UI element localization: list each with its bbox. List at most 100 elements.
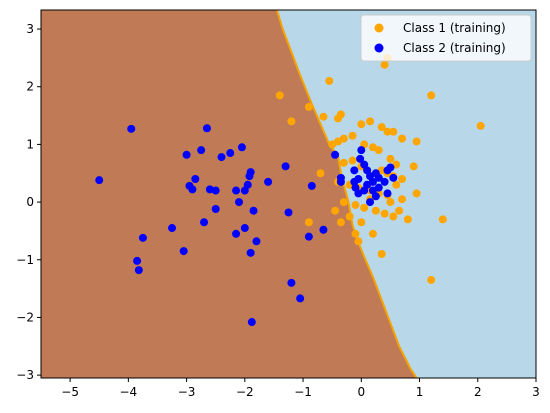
data-point <box>232 229 241 238</box>
data-point <box>374 183 383 192</box>
data-point <box>246 248 255 257</box>
data-point <box>232 186 241 195</box>
data-point <box>366 117 375 126</box>
data-point <box>412 189 421 198</box>
data-point <box>240 224 249 233</box>
x-tick-label: −4 <box>120 385 138 399</box>
legend-label: Class 2 (training) <box>403 41 506 55</box>
x-tick-label: −2 <box>236 385 254 399</box>
x-tick-label: 0 <box>357 385 365 399</box>
y-tick-label: 0 <box>26 195 34 209</box>
data-point <box>182 150 191 159</box>
legend-marker <box>374 23 384 33</box>
data-point <box>197 146 206 155</box>
x-tick-label: 1 <box>416 385 424 399</box>
data-point <box>134 266 143 275</box>
data-point <box>412 137 421 146</box>
data-point <box>247 318 256 327</box>
data-point <box>202 124 211 133</box>
data-point <box>403 215 412 224</box>
y-tick-label: 3 <box>26 22 34 36</box>
data-point <box>398 195 407 204</box>
data-point <box>392 180 401 189</box>
data-point <box>386 198 395 207</box>
data-point <box>316 169 325 178</box>
data-point <box>226 149 235 158</box>
data-point <box>243 180 252 189</box>
y-tick-label: −3 <box>16 368 34 382</box>
data-point <box>95 176 104 185</box>
decision-boundary <box>275 10 418 378</box>
data-point <box>360 203 369 212</box>
data-point <box>357 146 366 155</box>
data-point <box>409 162 418 171</box>
data-point <box>368 177 377 186</box>
data-point <box>354 237 363 246</box>
data-point <box>331 150 340 159</box>
data-point <box>325 76 334 85</box>
data-point <box>398 175 407 184</box>
data-point <box>389 127 398 136</box>
data-point <box>377 123 386 132</box>
data-point <box>339 134 348 143</box>
data-point <box>348 156 357 165</box>
data-point <box>383 189 392 198</box>
legend: Class 1 (training) Class 2 (training) <box>360 14 532 62</box>
data-point <box>383 127 392 136</box>
data-point <box>350 177 359 186</box>
plot-frame <box>40 9 537 379</box>
data-point <box>380 177 389 186</box>
data-point <box>389 173 398 182</box>
data-point <box>127 124 136 133</box>
data-point <box>356 154 365 163</box>
data-point <box>179 247 188 256</box>
data-point <box>138 233 147 242</box>
decision-regions <box>41 10 536 378</box>
data-point <box>366 198 375 207</box>
y-tick-label: 1 <box>26 137 34 151</box>
data-point <box>351 200 360 209</box>
data-point <box>395 206 404 215</box>
data-point <box>249 206 258 215</box>
data-point <box>336 110 345 119</box>
data-point <box>427 275 436 284</box>
data-point <box>211 186 220 195</box>
data-point <box>284 208 293 217</box>
data-point <box>371 206 380 215</box>
x-tick-label: −3 <box>178 385 196 399</box>
data-point <box>389 212 398 221</box>
data-point <box>339 158 348 167</box>
data-point <box>275 91 284 100</box>
data-point <box>380 60 389 69</box>
x-tick-label: 3 <box>532 385 540 399</box>
data-point <box>188 185 197 194</box>
data-point <box>348 131 357 140</box>
data-point <box>374 173 383 182</box>
data-point <box>331 206 340 215</box>
data-point <box>133 256 142 265</box>
data-point <box>386 154 395 163</box>
data-point <box>345 212 354 221</box>
data-point <box>350 166 359 175</box>
x-axis: −5 −4 −3 −2 −1 0 1 2 3 <box>61 378 540 399</box>
data-point <box>380 209 389 218</box>
data-point <box>427 91 436 100</box>
data-point <box>386 163 395 172</box>
class1-region <box>41 10 417 378</box>
data-point <box>377 249 386 258</box>
y-tick-label: −2 <box>16 310 34 324</box>
y-tick-label: −1 <box>16 253 34 267</box>
data-point <box>398 134 407 143</box>
data-point <box>357 218 366 227</box>
data-point <box>287 117 296 126</box>
data-point <box>252 237 261 246</box>
data-point <box>374 146 383 155</box>
data-point <box>476 121 485 130</box>
y-tick-label: 2 <box>26 80 34 94</box>
data-point <box>246 168 255 177</box>
data-point <box>287 278 296 287</box>
legend-marker <box>374 43 384 53</box>
data-point <box>304 232 313 241</box>
series-class-2 <box>95 124 398 327</box>
data-point <box>336 173 345 182</box>
